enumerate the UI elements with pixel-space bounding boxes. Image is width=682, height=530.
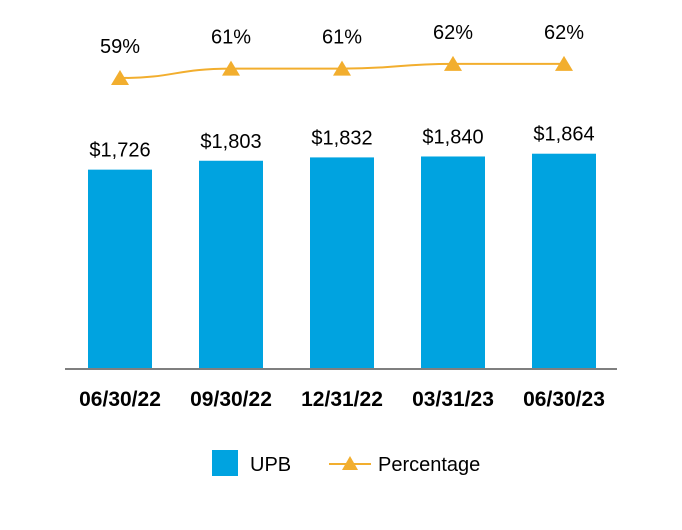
x-tick-label-0: 06/30/22 — [79, 388, 161, 411]
bars-group — [88, 153, 596, 369]
legend-label-upb: UPB — [250, 454, 291, 476]
x-tick-label-3: 03/31/23 — [412, 388, 494, 411]
bar-labels-group: $1,726 $1,803 $1,832 $1,840 $1,864 — [89, 124, 594, 162]
bar-value-label-0: $1,726 — [89, 140, 150, 162]
bar-upb-3 — [421, 156, 485, 369]
percentage-label-0: 59% — [100, 36, 140, 58]
legend: UPB Percentage — [212, 450, 480, 476]
bar-value-label-4: $1,864 — [533, 124, 594, 146]
bar-upb-1 — [199, 160, 263, 369]
percentage-marker-0 — [111, 70, 129, 85]
bar-value-label-2: $1,832 — [311, 127, 372, 149]
x-tick-label-1: 09/30/22 — [190, 388, 272, 411]
percentage-label-4: 62% — [544, 22, 584, 44]
percentage-labels-group: 59% 61% 61% 62% 62% — [100, 22, 584, 58]
bar-upb-0 — [88, 169, 152, 369]
x-tick-label-4: 06/30/23 — [523, 388, 605, 411]
bar-value-label-3: $1,840 — [422, 126, 483, 148]
x-tick-label-2: 12/31/22 — [301, 388, 383, 411]
percentage-marker-2 — [333, 60, 351, 76]
x-ticks-group: 06/30/22 09/30/22 12/31/22 03/31/23 06/30/23 — [79, 388, 605, 411]
percentage-label-2: 61% — [322, 27, 362, 49]
legend-marker-percentage — [342, 456, 358, 470]
bar-upb-4 — [532, 153, 596, 369]
percentage-marker-1 — [222, 60, 240, 76]
legend-label-percentage: Percentage — [378, 454, 480, 476]
bar-value-label-1: $1,803 — [200, 131, 261, 153]
percentage-label-1: 61% — [211, 27, 251, 49]
percentage-marker-4 — [555, 55, 573, 71]
bar-upb-2 — [310, 157, 374, 369]
percentage-line-group — [111, 55, 573, 85]
percentage-label-3: 62% — [433, 22, 473, 44]
legend-swatch-upb — [212, 450, 238, 476]
percentage-marker-3 — [444, 55, 462, 71]
